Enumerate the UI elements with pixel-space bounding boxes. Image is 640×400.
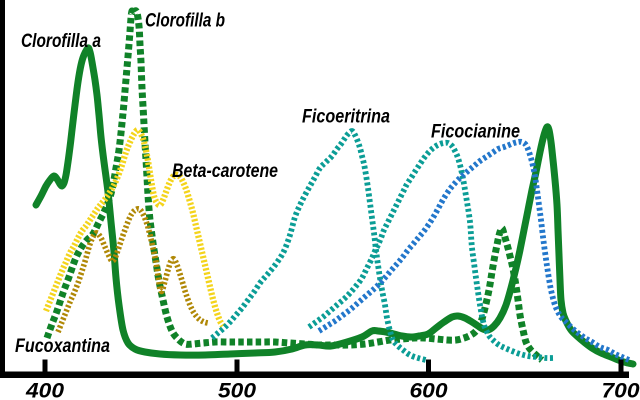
svg-text:Clorofilla b: Clorofilla b	[145, 11, 225, 32]
svg-text:Clorofilla a: Clorofilla a	[21, 31, 101, 52]
svg-text:600: 600	[410, 380, 448, 400]
svg-text:500: 500	[218, 380, 256, 400]
svg-text:Beta-carotene: Beta-carotene	[172, 161, 278, 182]
svg-text:Ficocianine: Ficocianine	[431, 122, 520, 143]
svg-text:Ficoeritrina: Ficoeritrina	[302, 107, 390, 128]
svg-text:700: 700	[602, 380, 640, 400]
svg-text:Fucoxantina: Fucoxantina	[15, 336, 110, 357]
svg-text:400: 400	[25, 380, 64, 400]
